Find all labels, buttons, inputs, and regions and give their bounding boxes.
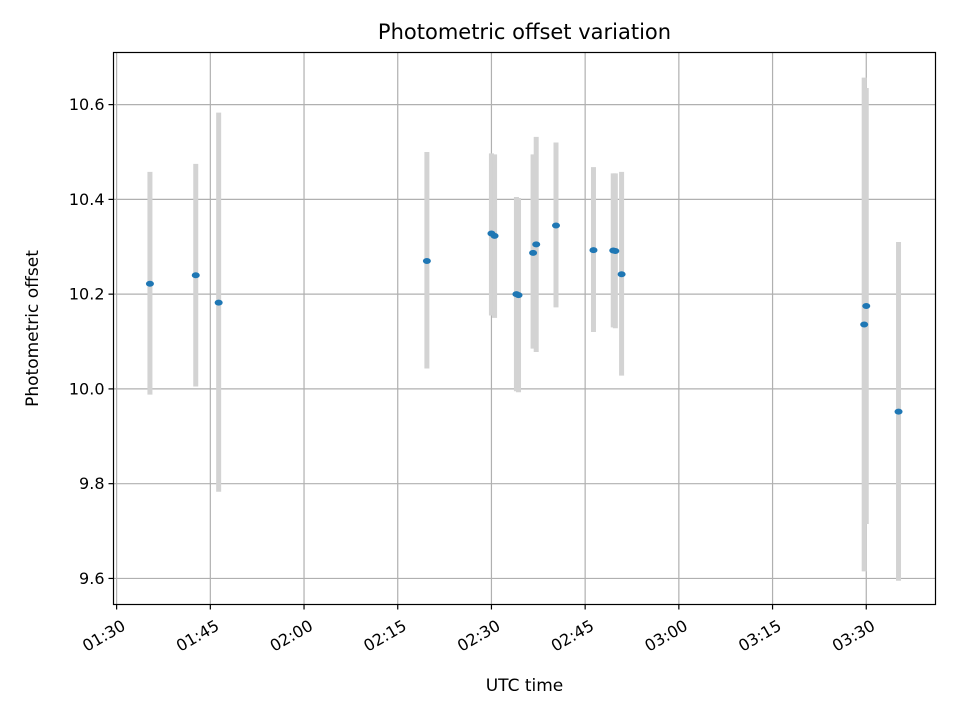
data-point (529, 249, 538, 256)
data-point (862, 302, 871, 309)
data-point (532, 241, 541, 248)
data-point (490, 232, 499, 239)
data-point (894, 408, 903, 415)
y-tick-label: 10.0 (69, 379, 105, 398)
y-tick-label: 10.6 (69, 95, 105, 114)
data-point (860, 321, 869, 328)
y-tick-label: 9.8 (79, 474, 104, 493)
data-point (551, 222, 560, 229)
y-axis-ticks: 9.6 9.8 10.0 10.2 10.4 10.6 (69, 95, 114, 588)
y-tick-label: 9.6 (79, 569, 104, 588)
x-axis-label: UTC time (486, 676, 564, 696)
data-point (514, 292, 523, 299)
plot-frame (112, 51, 937, 606)
y-tick-label: 10.4 (69, 190, 105, 209)
y-axis-label: Photometric offset (23, 250, 43, 407)
data-point (191, 272, 200, 279)
data-point (611, 248, 620, 255)
data-point (214, 299, 223, 306)
y-tick-label: 10.2 (69, 285, 105, 304)
data-point (422, 257, 431, 264)
data-point (145, 280, 154, 287)
data-points (145, 222, 903, 415)
data-point (589, 247, 598, 254)
grid (113, 52, 936, 605)
chart-title: Photometric offset variation (378, 20, 671, 44)
data-point (617, 271, 626, 278)
